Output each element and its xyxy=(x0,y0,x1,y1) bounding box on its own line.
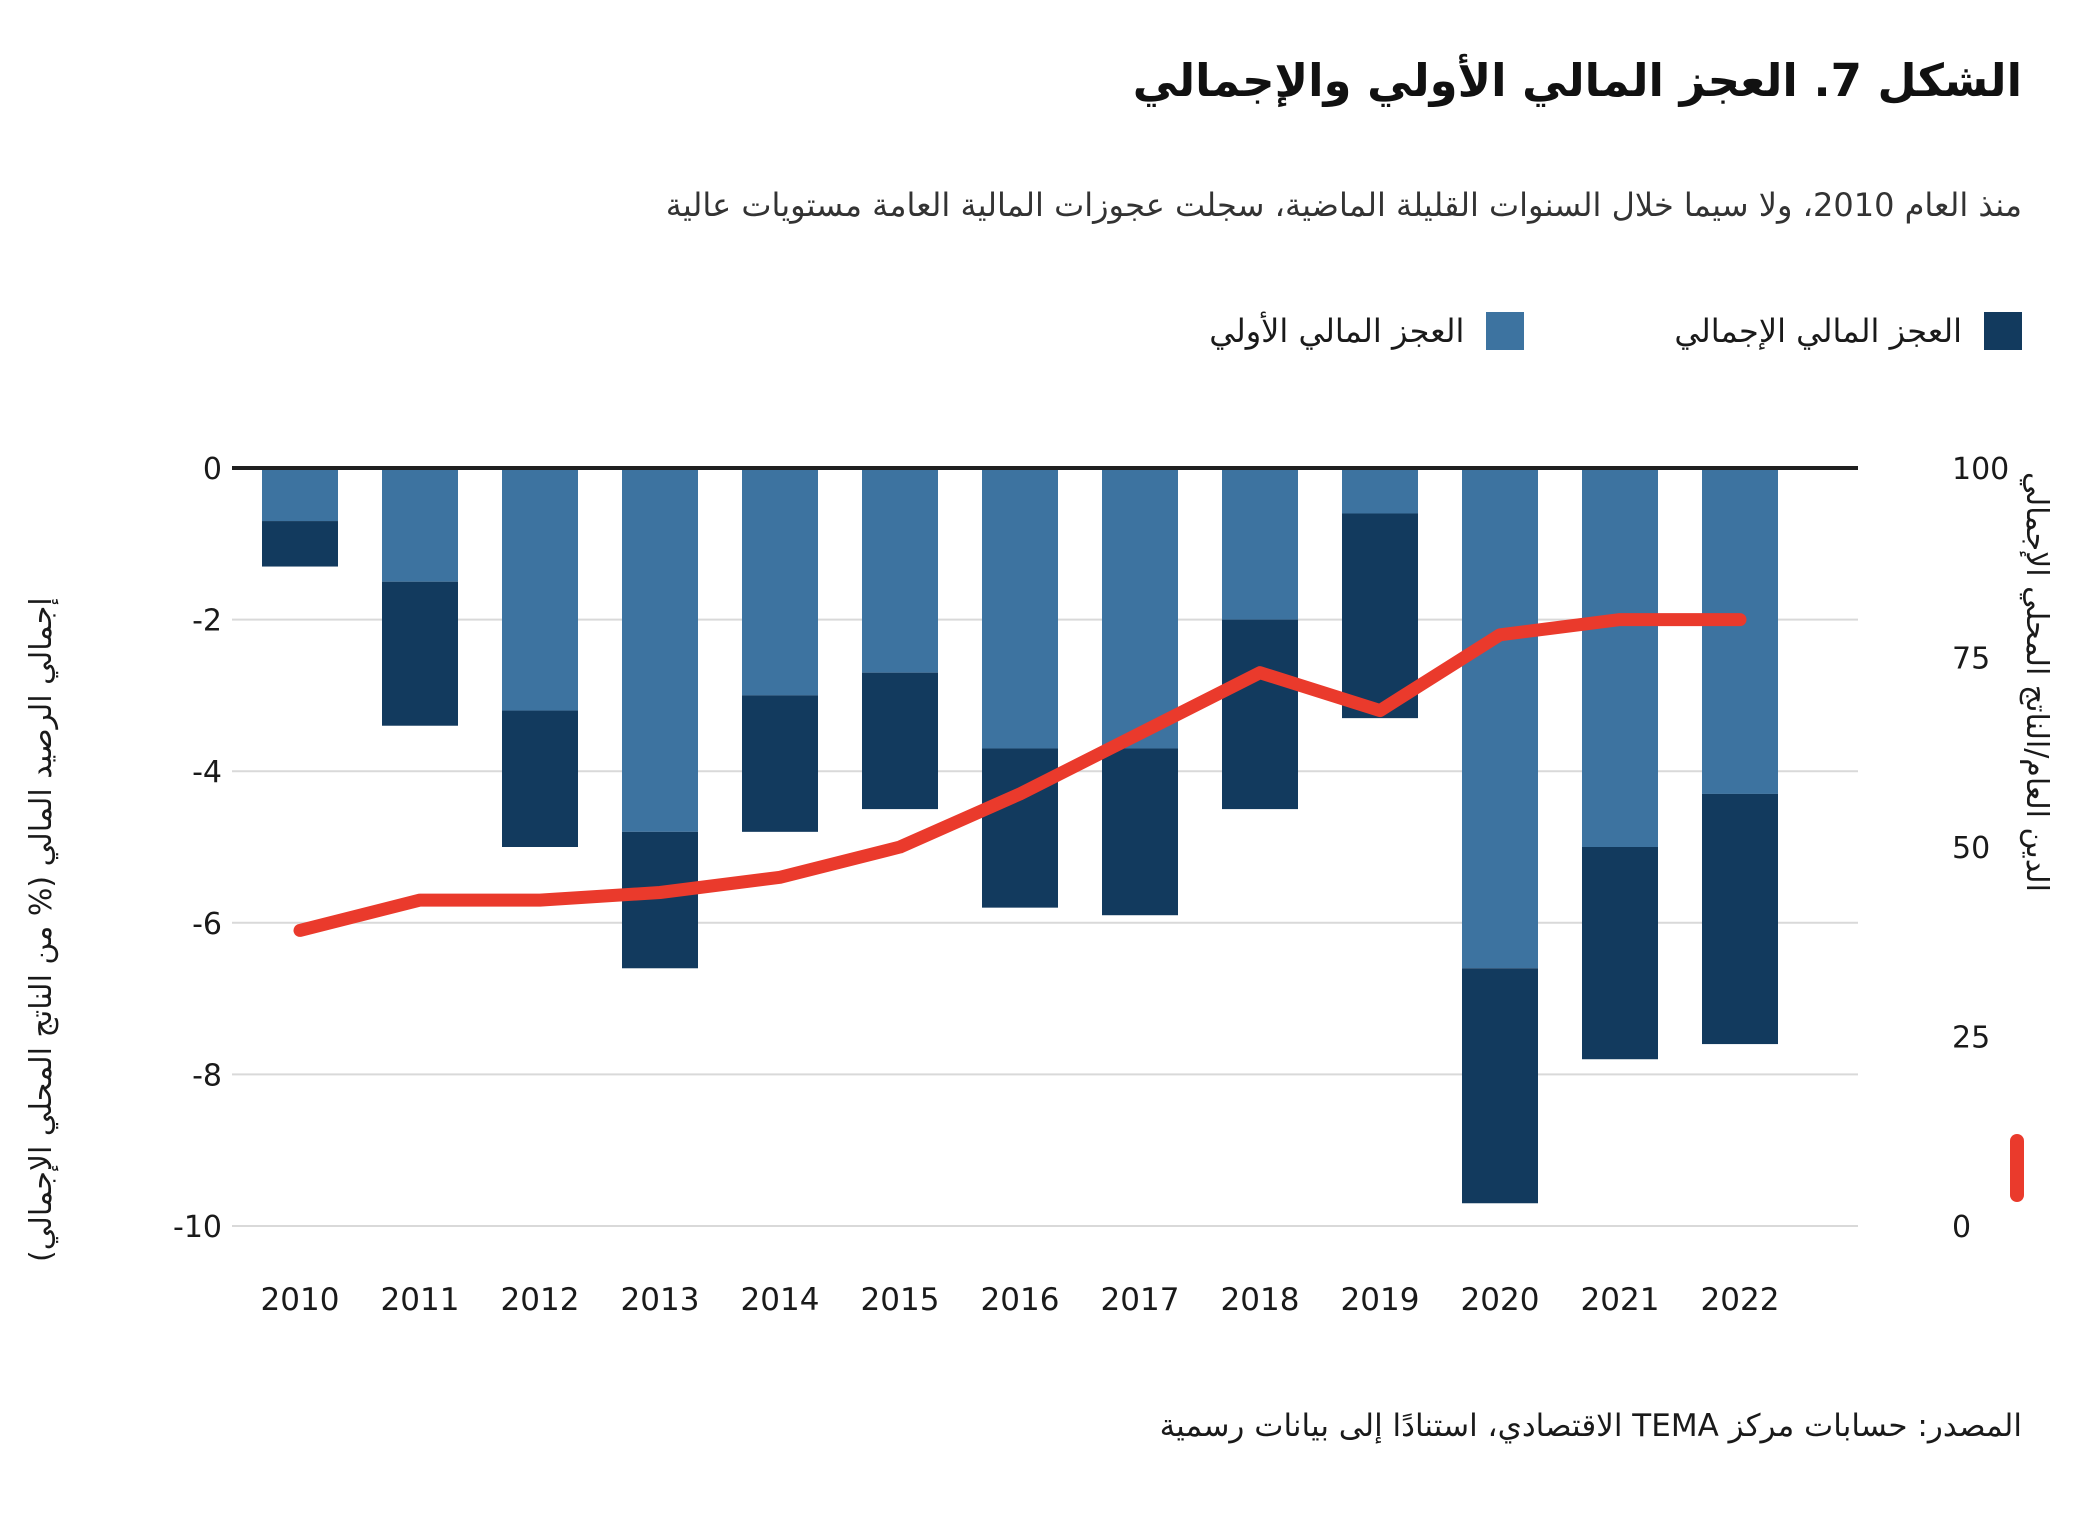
figure-subtitle: منذ العام 2010، ولا سيما خلال السنوات ال… xyxy=(665,186,2022,224)
left-axis-title: إجمالي الرصيد المالي (% من الناتج المحلي… xyxy=(24,597,59,1262)
x-axis-label-2021: 2021 xyxy=(1581,1282,1660,1318)
bar-overall-2021 xyxy=(1582,847,1658,1060)
bar-primary-2022 xyxy=(1702,468,1778,794)
bar-overall-2016 xyxy=(982,748,1058,908)
bar-overall-2014 xyxy=(742,695,818,832)
right-axis-tick-75: 75 xyxy=(1952,642,1990,677)
bar-primary-2013 xyxy=(622,468,698,832)
bar-primary-2017 xyxy=(1102,468,1178,749)
x-axis-label-2014: 2014 xyxy=(741,1282,820,1318)
bar-primary-2020 xyxy=(1462,468,1538,969)
bar-overall-2020 xyxy=(1462,968,1538,1204)
debt-line-legend-mark xyxy=(2010,1134,2024,1202)
x-axis-label-2010: 2010 xyxy=(261,1282,340,1318)
left-axis-tick--8: -8 xyxy=(192,1058,222,1093)
bar-primary-2018 xyxy=(1222,468,1298,620)
bar-overall-2022 xyxy=(1702,793,1778,1045)
bar-primary-2012 xyxy=(502,468,578,711)
overall-deficit-label: العجز المالي الإجمالي xyxy=(1674,312,1962,350)
bar-primary-2014 xyxy=(742,468,818,696)
right-axis-tick-100: 100 xyxy=(1952,452,2009,487)
bar-overall-2015 xyxy=(862,672,938,810)
left-axis-tick--2: -2 xyxy=(192,604,222,639)
right-axis-title: الدين العام/الناتج المحلي الإجمالي xyxy=(2019,472,2054,892)
bar-overall-2011 xyxy=(382,581,458,726)
x-axis-label-2015: 2015 xyxy=(861,1282,940,1318)
bar-overall-2019 xyxy=(1342,513,1418,719)
right-axis-tick-25: 25 xyxy=(1952,1021,1990,1056)
x-axis-label-2019: 2019 xyxy=(1341,1282,1420,1318)
x-axis-label-2012: 2012 xyxy=(501,1282,580,1318)
primary-deficit-label: العجز المالي الأولي xyxy=(1209,312,1465,350)
source-note: المصدر: حسابات مركز TEMA الاقتصادي، استن… xyxy=(1159,1408,2022,1444)
x-axis-label-2011: 2011 xyxy=(381,1282,460,1318)
legend: العجز المالي الإجمالي العجز المالي الأول… xyxy=(1209,312,2022,350)
x-axis-label-2022: 2022 xyxy=(1701,1282,1780,1318)
bar-primary-2010 xyxy=(262,468,338,522)
figure-title: الشكل 7. العجز المالي الأولي والإجمالي xyxy=(1132,54,2022,107)
x-axis-label-2016: 2016 xyxy=(981,1282,1060,1318)
bar-overall-2010 xyxy=(262,521,338,567)
bar-primary-2019 xyxy=(1342,468,1418,514)
x-axis-label-2013: 2013 xyxy=(621,1282,700,1318)
bar-overall-2012 xyxy=(502,710,578,847)
left-axis-tick--4: -4 xyxy=(192,755,222,790)
bar-primary-2021 xyxy=(1582,468,1658,847)
right-axis-tick-0: 0 xyxy=(1952,1210,1971,1245)
x-axis-label-2018: 2018 xyxy=(1221,1282,1300,1318)
left-axis-tick-0: 0 xyxy=(203,452,222,487)
legend-item-overall-deficit: العجز المالي الإجمالي xyxy=(1674,312,2022,350)
debt-line xyxy=(293,613,1747,937)
legend-item-primary-deficit: العجز المالي الأولي xyxy=(1209,312,1525,350)
overall-deficit-swatch xyxy=(1984,312,2022,350)
x-axis-label-2020: 2020 xyxy=(1461,1282,1540,1318)
bar-overall-2018 xyxy=(1222,619,1298,810)
bar-overall-2017 xyxy=(1102,748,1178,916)
left-axis-tick--6: -6 xyxy=(192,907,222,942)
right-axis-tick-50: 50 xyxy=(1952,831,1990,866)
left-axis-tick--10: -10 xyxy=(173,1210,222,1245)
primary-deficit-swatch xyxy=(1486,312,1525,350)
bar-primary-2016 xyxy=(982,468,1058,749)
x-axis-label-2017: 2017 xyxy=(1101,1282,1180,1318)
bar-primary-2015 xyxy=(862,468,938,673)
bar-primary-2011 xyxy=(382,468,458,582)
